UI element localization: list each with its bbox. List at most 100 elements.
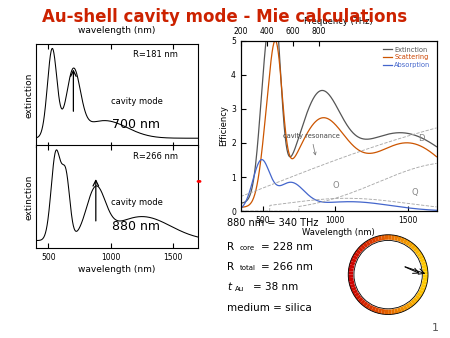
Absorption — [259, 158, 265, 162]
Wedge shape — [418, 289, 424, 295]
Wedge shape — [400, 237, 405, 244]
Wedge shape — [385, 309, 388, 314]
Wedge shape — [403, 239, 408, 245]
Wedge shape — [405, 240, 411, 247]
Text: cavity resonance: cavity resonance — [283, 133, 340, 155]
Wedge shape — [371, 237, 377, 244]
Wedge shape — [416, 252, 423, 258]
Scattering — [434, 155, 439, 159]
Wedge shape — [351, 286, 357, 291]
Wedge shape — [420, 284, 427, 288]
Scattering — [391, 143, 396, 147]
Wedge shape — [391, 235, 395, 241]
Text: = 266 nm: = 266 nm — [261, 262, 313, 272]
Line: Extinction: Extinction — [241, 0, 436, 203]
Wedge shape — [419, 258, 426, 263]
Wedge shape — [374, 307, 379, 313]
Scattering — [238, 205, 243, 209]
Wedge shape — [360, 299, 366, 305]
Text: core: core — [239, 245, 255, 251]
Wedge shape — [358, 297, 364, 303]
Text: total: total — [239, 265, 256, 271]
Wedge shape — [363, 301, 369, 307]
Wedge shape — [348, 271, 354, 274]
Wedge shape — [394, 308, 398, 314]
Text: = 38 nm: = 38 nm — [253, 282, 299, 292]
Wedge shape — [400, 306, 405, 312]
Wedge shape — [349, 281, 355, 285]
Wedge shape — [352, 289, 359, 295]
Extinction — [415, 134, 420, 138]
Wedge shape — [420, 261, 427, 266]
Text: R: R — [227, 262, 234, 272]
Text: D: D — [418, 134, 424, 143]
X-axis label: Frequency (THz): Frequency (THz) — [304, 17, 373, 26]
Wedge shape — [414, 294, 421, 300]
Text: 1: 1 — [432, 323, 439, 333]
Absorption — [434, 208, 439, 212]
Extinction — [238, 201, 243, 205]
Wedge shape — [419, 286, 426, 291]
Wedge shape — [381, 308, 385, 314]
Absorption — [293, 182, 299, 186]
Text: R=181 nm: R=181 nm — [133, 50, 178, 59]
Text: Au-shell cavity mode - Mie calculations: Au-shell cavity mode - Mie calculations — [42, 8, 408, 26]
Scattering — [415, 143, 420, 147]
Text: 880 nm = 340 THz: 880 nm = 340 THz — [227, 218, 319, 228]
Text: Au: Au — [235, 286, 245, 292]
Extinction — [391, 131, 396, 135]
Y-axis label: extinction: extinction — [24, 73, 33, 118]
Y-axis label: Efficiency: Efficiency — [219, 105, 228, 146]
Wedge shape — [354, 292, 360, 297]
Wedge shape — [368, 304, 373, 311]
Text: cavity mode: cavity mode — [111, 198, 162, 207]
Text: R: R — [227, 242, 234, 252]
Scattering — [293, 153, 299, 157]
Text: cavity mode: cavity mode — [111, 97, 162, 106]
Wedge shape — [394, 235, 398, 242]
Line: Absorption: Absorption — [241, 160, 436, 210]
Wedge shape — [358, 246, 364, 252]
Wedge shape — [371, 306, 377, 312]
Absorption — [300, 188, 306, 192]
Text: Q: Q — [412, 188, 418, 197]
Wedge shape — [356, 249, 362, 255]
Wedge shape — [405, 303, 411, 309]
Wedge shape — [378, 235, 382, 242]
Text: wavelength (nm): wavelength (nm) — [78, 26, 156, 35]
Text: 880 nm: 880 nm — [112, 220, 161, 233]
Wedge shape — [374, 236, 379, 242]
Text: t: t — [227, 282, 231, 292]
Wedge shape — [348, 277, 355, 282]
Extinction — [300, 123, 306, 127]
Wedge shape — [350, 284, 356, 288]
Text: O: O — [332, 181, 339, 190]
Wedge shape — [381, 235, 385, 241]
Wedge shape — [422, 274, 428, 278]
Wedge shape — [397, 307, 402, 313]
Wedge shape — [421, 281, 428, 285]
Wedge shape — [348, 268, 355, 272]
Scattering — [286, 151, 292, 155]
Wedge shape — [378, 308, 382, 314]
Circle shape — [354, 240, 422, 309]
X-axis label: wavelength (nm): wavelength (nm) — [78, 265, 156, 274]
Scattering — [367, 151, 372, 155]
Extinction — [367, 137, 372, 141]
Wedge shape — [351, 258, 357, 263]
Wedge shape — [368, 239, 373, 245]
Absorption — [286, 180, 292, 185]
Wedge shape — [410, 299, 416, 305]
Text: medium = silica: medium = silica — [227, 303, 312, 313]
Y-axis label: extinction: extinction — [24, 174, 33, 220]
Wedge shape — [408, 301, 414, 307]
Wedge shape — [349, 264, 355, 269]
Wedge shape — [365, 240, 371, 247]
Extinction — [293, 143, 299, 147]
Wedge shape — [408, 242, 414, 248]
Wedge shape — [354, 252, 360, 258]
Wedge shape — [412, 297, 418, 303]
Wedge shape — [388, 235, 392, 241]
Wedge shape — [403, 304, 408, 311]
Line: Scattering: Scattering — [241, 41, 436, 207]
